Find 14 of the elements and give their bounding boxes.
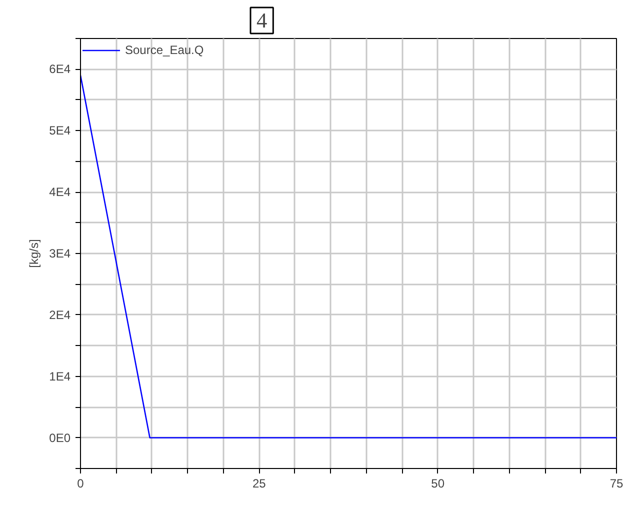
- y-tick-label: 6E4: [49, 62, 71, 76]
- x-tick-label: 50: [431, 476, 445, 490]
- y-tick-label: 5E4: [49, 124, 71, 138]
- legend-label: Source_Eau.Q: [125, 43, 204, 57]
- y-tick-label: 4E4: [49, 185, 71, 200]
- x-tick-label: 0: [77, 476, 84, 490]
- y-tick-label: 1E4: [49, 369, 71, 384]
- x-tick-label: 25: [252, 476, 266, 490]
- text: 4: [256, 8, 268, 32]
- y-tick-label: 2E4: [49, 308, 71, 322]
- y-tick-label: 0E0: [49, 430, 71, 445]
- x-tick-label: 75: [610, 476, 624, 490]
- y-axis-title: [kg/s]: [27, 239, 42, 268]
- y-tick-label: 3E4: [49, 246, 71, 260]
